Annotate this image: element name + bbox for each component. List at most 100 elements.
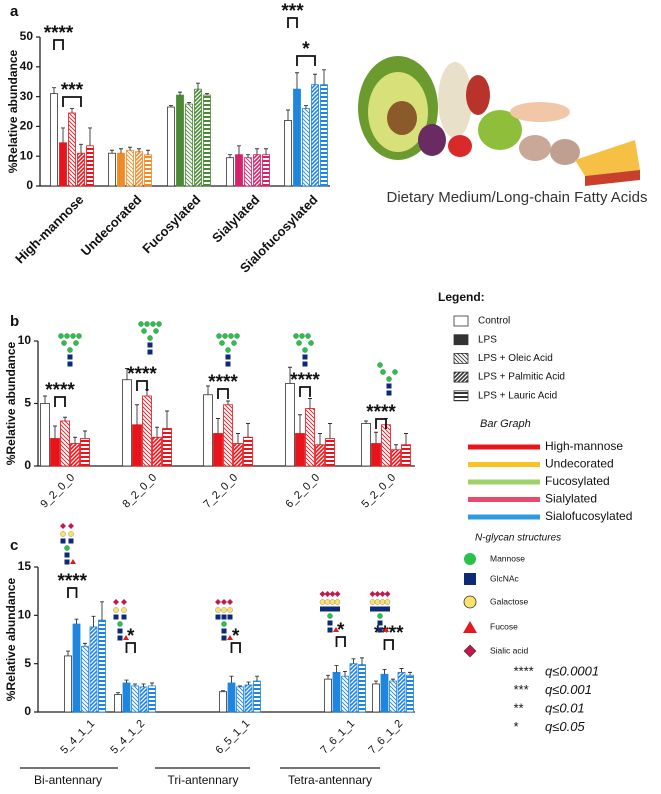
mannose-symbol [464,553,476,565]
glycan-residue [70,333,76,339]
glycan-residue [293,333,299,339]
error-bar [360,657,364,665]
glycan-residue [334,599,341,605]
glycan-residue [67,354,73,360]
glycan-residue [334,591,341,597]
bar [295,433,305,467]
significance-stars: **** [44,23,74,44]
bar [167,106,175,187]
error-bar [83,642,87,647]
bar [341,675,349,713]
glycan-residue [68,523,74,529]
significance-stars: *** [281,1,304,22]
error-bar [74,618,79,625]
legend-title: Legend: [438,290,485,304]
bar [122,379,132,467]
glycan-residue [380,606,385,612]
glycan-residue [227,607,233,613]
y-tick-label: 10 [18,333,32,347]
significance-bracket [230,642,241,653]
glycan-residue [227,614,233,620]
bar [305,408,315,467]
glycan-residue [335,606,340,612]
error-bar [63,416,67,421]
significance-bracket [53,39,64,50]
glycan-residue [113,614,119,620]
significance-bracket [335,636,346,647]
significance-key-stars: *** [513,682,529,697]
bar [122,682,131,713]
panel-label: c [10,537,18,554]
error-bar [178,91,182,96]
significance-bracket [67,587,78,598]
error-bar [206,385,210,395]
glycan-residue [219,340,225,346]
bar [89,626,98,713]
significance-stars: **** [290,370,320,391]
glycan-residue [302,347,308,353]
error-bar [110,149,114,154]
error-bar [125,368,129,380]
error-bar [264,148,268,155]
error-bar [399,668,404,673]
bar [381,424,391,467]
bar [253,680,261,713]
glycan-residue [60,531,66,537]
significance-stars: * [232,626,240,647]
x-tick-label: Fucosylated [139,192,203,256]
significance-stars: * [302,39,310,60]
bar [227,682,236,713]
bar [126,149,134,187]
glycan-residue [377,627,383,633]
error-bar [133,683,137,686]
significance-bracket [296,55,316,66]
glycan-residue [222,333,228,339]
significance-bracket [375,418,387,429]
structure-label: GlcNAc [490,573,520,583]
error-bar [70,108,74,113]
x-tick-label: 9_2_0_0 [38,472,77,511]
glycan-residue [121,599,127,605]
significance-stars: **** [208,372,238,393]
egg-1 [519,135,551,161]
glycan-residue [377,620,383,626]
legend-swatch [453,315,469,327]
error-bar [79,143,83,154]
significance-bracket [383,639,394,650]
shrimp [510,102,570,122]
x-tick-label: Sialylated [209,192,263,246]
error-bar [91,615,96,627]
glycan-residue [379,591,386,597]
error-bar [295,72,299,90]
significance-bracket [299,386,311,397]
error-bar [394,444,398,450]
strawberry [448,135,472,157]
y-tick-label: 10 [18,608,32,622]
significance-bracket [62,96,82,107]
bar [68,112,76,187]
bar [233,443,243,467]
error-bar [408,671,412,676]
significance-stars: *** [61,80,84,101]
glycan-residue [221,599,227,605]
error-bar [165,410,169,429]
glycan-residue [67,361,73,367]
error-bar [322,69,326,85]
legend-label: LPS + Lauric Acid [478,390,557,401]
grapes [418,124,446,156]
glycan-residue [374,599,381,605]
error-bar [351,658,356,664]
glycan-residue [296,340,302,346]
error-bar [246,423,250,438]
glycan-residue [386,390,392,396]
glycan-residue [76,333,82,339]
bar [219,691,227,713]
glycan-residue [60,538,66,544]
error-bar [116,692,120,695]
glycan-residue [327,613,333,619]
bar [77,152,85,187]
error-bar [155,426,159,438]
glycan-residue [392,369,398,375]
glycan-residue [227,635,233,640]
glycan-residue [227,599,233,605]
